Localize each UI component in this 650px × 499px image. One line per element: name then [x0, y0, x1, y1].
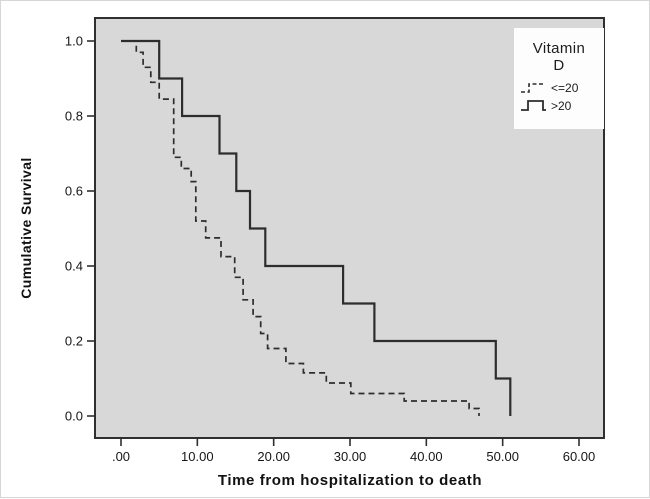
y-tick-label: 1.0	[65, 34, 83, 49]
x-tick-label: 40.00	[410, 449, 443, 464]
survival-curve-solid	[121, 39, 512, 416]
legend-title-line1: Vitamin	[533, 40, 586, 57]
survival-curves	[121, 39, 512, 416]
y-tick-label: 0.4	[65, 259, 83, 274]
plot-frame	[94, 17, 605, 439]
y-tick-label: 0.6	[65, 184, 83, 199]
legend-box	[514, 28, 604, 129]
survival-curve-dashed	[121, 40, 480, 416]
x-axis-title: Time from hospitalization to death	[218, 472, 482, 489]
y-tick-label: 0.2	[65, 334, 83, 349]
legend: Vitamin D <=20 >20	[514, 28, 604, 129]
y-tick-label: 0.8	[65, 109, 83, 124]
legend-title-line2: D	[553, 57, 564, 74]
legend-entry-label-le20: <=20	[551, 81, 579, 95]
legend-solid-step-line-icon	[521, 100, 546, 111]
y-axis-title: Cumulative Survival	[18, 157, 34, 298]
x-tick-label: 30.00	[334, 449, 367, 464]
x-tick-label: 10.00	[181, 449, 214, 464]
x-tick-label: .00	[112, 449, 130, 464]
x-tick-label: 20.00	[257, 449, 290, 464]
x-tick-label: 60.00	[563, 449, 596, 464]
x-axis-ticks: .00 10.00 20.00 30.00 40.00 50.00 60.00	[112, 438, 595, 464]
y-axis-ticks: 0.0 0.2 0.4 0.6 0.8 1.0	[65, 34, 95, 424]
x-tick-label: 50.00	[486, 449, 519, 464]
y-tick-label: 0.0	[65, 409, 83, 424]
legend-dashed-step-line-icon	[521, 83, 545, 93]
legend-entry-label-gt20: >20	[551, 99, 572, 113]
